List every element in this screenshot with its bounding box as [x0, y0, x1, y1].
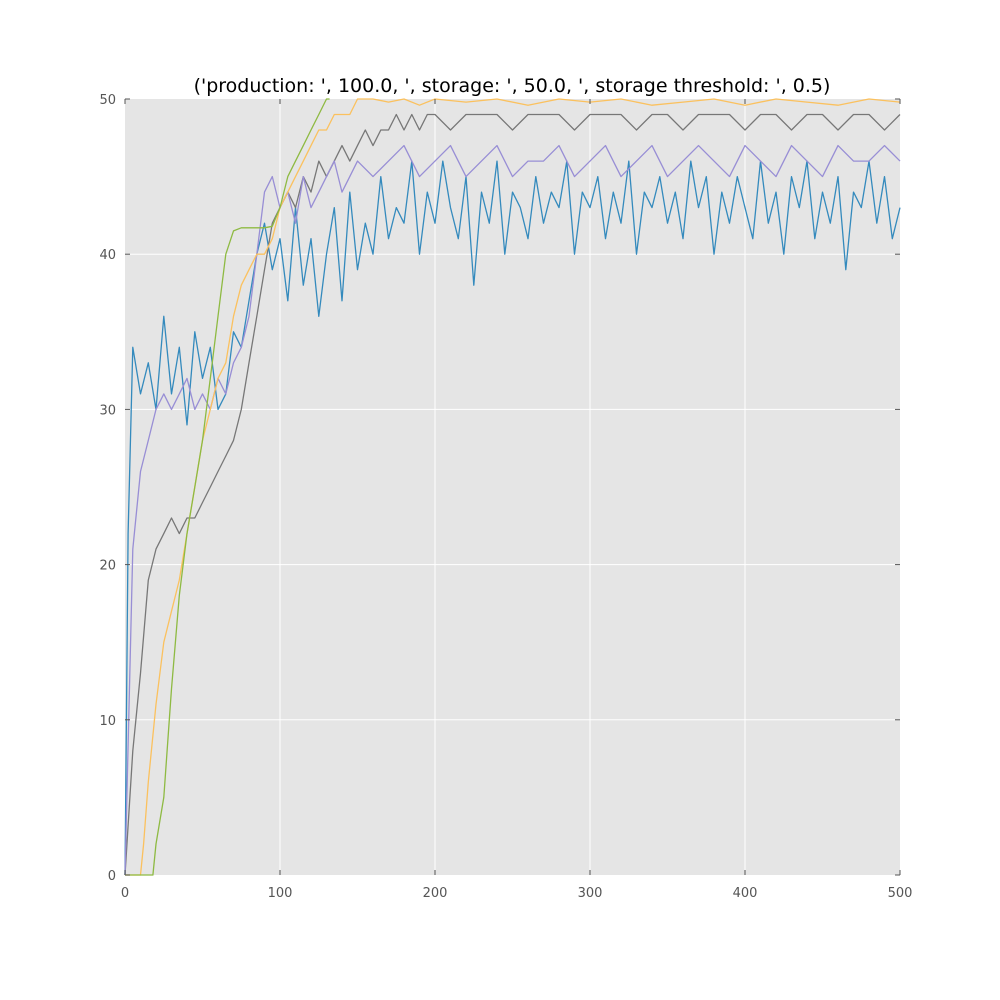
series-line-3: [124, 144, 901, 876]
x-tick-label: 200: [423, 886, 448, 901]
series-line-5: [125, 98, 330, 876]
x-tick-label: 300: [578, 886, 603, 901]
x-tick-label: 0: [121, 886, 129, 901]
x-tick-label: 100: [268, 886, 293, 901]
y-tick-label: 0: [108, 869, 116, 884]
series-line-2: [124, 113, 901, 876]
y-tick-label: 50: [99, 93, 116, 108]
y-tick-label: 30: [99, 403, 116, 418]
y-tick-label: 40: [99, 248, 116, 263]
x-tick-label: 500: [888, 886, 913, 901]
series-line-1: [124, 160, 901, 876]
grid-lines: [125, 99, 900, 875]
x-tick-label: 400: [733, 886, 758, 901]
series-lines: [124, 98, 901, 876]
y-tick-label: 10: [99, 714, 116, 729]
plot-background: [125, 99, 900, 875]
axis-ticks: 0 100 200 300 400 500 0 10 20 30 40 50: [99, 93, 912, 901]
chart-title: ('production: ', 100.0, ', storage: ', 5…: [194, 75, 831, 97]
y-tick-label: 20: [99, 559, 116, 574]
